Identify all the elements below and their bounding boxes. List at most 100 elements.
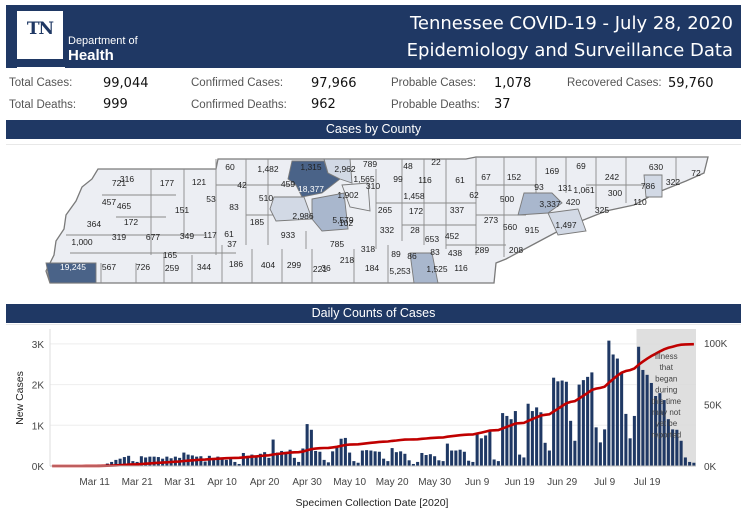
daily-bar[interactable] [505,416,508,466]
daily-bar[interactable] [641,370,644,466]
daily-bar[interactable] [153,457,156,466]
daily-bar[interactable] [395,452,398,466]
daily-bar[interactable] [233,462,236,466]
daily-bar[interactable] [539,412,542,466]
daily-bar[interactable] [463,452,466,466]
daily-bar[interactable] [688,462,691,466]
county-label: 1,458 [403,191,425,201]
daily-bar[interactable] [382,459,385,466]
daily-bar[interactable] [425,455,428,466]
daily-bar[interactable] [225,460,228,466]
daily-bar[interactable] [208,456,211,466]
daily-bar[interactable] [361,451,364,466]
daily-bar[interactable] [348,453,351,466]
daily-bar[interactable] [603,429,606,466]
daily-bar[interactable] [497,461,500,466]
county-label: 319 [112,232,126,242]
daily-bar[interactable] [522,457,525,466]
daily-bar[interactable] [331,451,334,466]
daily-bar[interactable] [544,443,547,466]
daily-bar[interactable] [416,462,419,466]
daily-bar[interactable] [204,462,207,466]
daily-bar[interactable] [607,341,610,466]
daily-bar[interactable] [582,380,585,466]
daily-bar[interactable] [408,460,411,466]
daily-bar[interactable] [255,457,258,466]
daily-bar[interactable] [437,460,440,466]
daily-bar[interactable] [680,441,683,466]
daily-bar[interactable] [565,382,568,466]
daily-bar[interactable] [527,404,530,466]
daily-bar[interactable] [272,440,275,466]
daily-bar[interactable] [586,377,589,466]
daily-bar[interactable] [433,456,436,466]
daily-bar[interactable] [467,461,470,466]
daily-bar[interactable] [403,454,406,466]
daily-bar[interactable] [493,459,496,466]
daily-bar[interactable] [650,383,653,466]
daily-bar[interactable] [459,450,462,466]
daily-bar[interactable] [518,455,521,466]
daily-bar[interactable] [684,457,687,466]
daily-bar[interactable] [327,462,330,466]
daily-bar[interactable] [182,453,185,466]
daily-bar[interactable] [335,448,338,466]
daily-bar[interactable] [599,442,602,466]
daily-bar[interactable] [374,451,377,466]
daily-bar[interactable] [471,462,474,466]
county-label: 116 [418,175,432,185]
daily-bar[interactable] [314,451,317,466]
daily-bar[interactable] [199,456,202,466]
daily-bar[interactable] [344,438,347,466]
daily-bar[interactable] [450,451,453,466]
daily-bar[interactable] [612,354,615,466]
daily-bar[interactable] [488,431,491,466]
daily-bar[interactable] [369,451,372,466]
county-label: 459 [281,179,295,189]
daily-bar[interactable] [633,416,636,466]
daily-bar[interactable] [501,413,504,466]
daily-bar[interactable] [391,448,394,466]
daily-bar[interactable] [365,450,368,466]
daily-bar[interactable] [323,460,326,466]
county-label: 172 [409,206,423,216]
daily-bar[interactable] [267,458,270,466]
daily-bar[interactable] [556,381,559,466]
daily-bar[interactable] [229,459,232,466]
daily-bar[interactable] [378,452,381,466]
daily-bar[interactable] [484,435,487,466]
daily-bar[interactable] [454,451,457,466]
daily-bar[interactable] [352,461,355,466]
daily-bar[interactable] [624,414,627,466]
daily-bar[interactable] [480,438,483,466]
daily-bar[interactable] [318,452,321,466]
county-label: 69 [576,161,586,171]
county-label: 1,525 [426,264,448,274]
y-tick-label: 1K [32,421,45,432]
daily-bar[interactable] [595,427,598,466]
daily-bar[interactable] [620,373,623,466]
daily-bar[interactable] [297,462,300,466]
daily-bar[interactable] [386,461,389,466]
daily-bar[interactable] [242,453,245,466]
daily-bar[interactable] [476,434,479,466]
daily-bar[interactable] [573,441,576,466]
daily-bar[interactable] [340,439,343,466]
county-label: 786 [641,181,655,191]
daily-bar[interactable] [646,375,649,466]
daily-bar[interactable] [399,451,402,466]
daily-bar[interactable] [548,451,551,466]
daily-bar[interactable] [420,453,423,466]
daily-bar[interactable] [629,438,632,466]
daily-bar[interactable] [442,461,445,466]
daily-bar[interactable] [590,372,593,466]
daily-bar[interactable] [561,381,564,466]
daily-bar[interactable] [293,458,296,466]
daily-bar[interactable] [514,411,517,466]
daily-bar[interactable] [552,378,555,466]
daily-bar[interactable] [429,454,432,466]
daily-bar[interactable] [569,421,572,466]
daily-bar[interactable] [306,424,309,466]
daily-bar[interactable] [446,444,449,466]
